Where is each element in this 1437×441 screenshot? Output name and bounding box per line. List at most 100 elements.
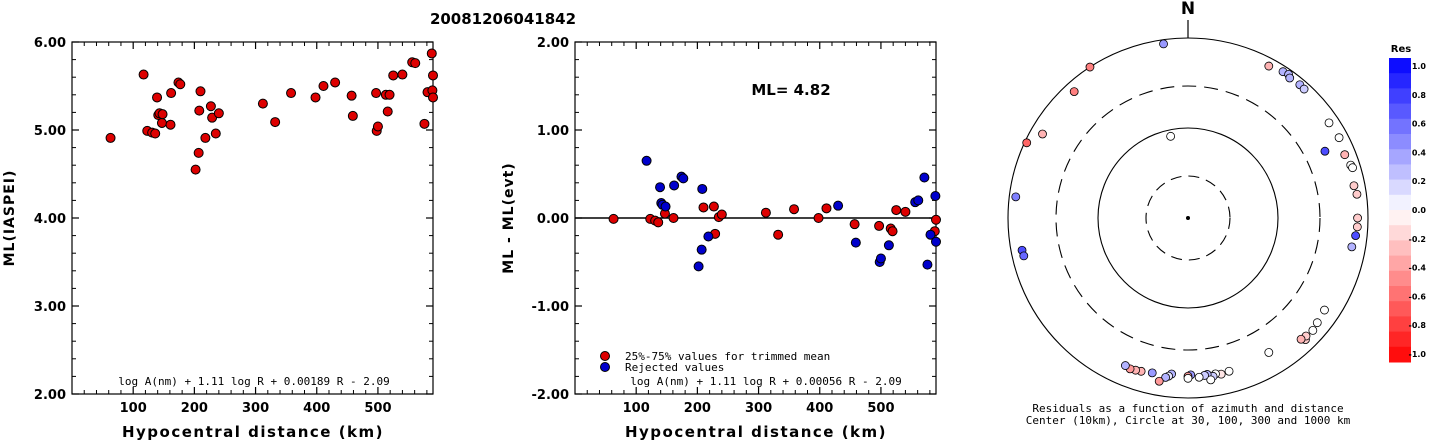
- data-point: [874, 220, 885, 231]
- colorbar-cell: [1389, 286, 1411, 302]
- residual-point: [1161, 372, 1171, 382]
- data-point: [428, 70, 438, 81]
- residual-point: [1206, 375, 1216, 385]
- residual-point: [1264, 348, 1274, 357]
- residual-point: [1320, 305, 1329, 315]
- ml-residual-chart: -2.00 -1.00 0.00 1.00 2.00 100 200 300 400 500 M…: [501, 36, 941, 441]
- x-tick-label: 500: [867, 401, 894, 416]
- data-point: [655, 182, 666, 193]
- data-point: [668, 213, 679, 223]
- residual-point: [1353, 213, 1362, 223]
- residual-point: [1347, 242, 1357, 252]
- colorbar-cell: [1389, 58, 1411, 74]
- y-tick-label: 5.00: [34, 124, 66, 139]
- data-point: [270, 117, 281, 128]
- data-point: [397, 69, 408, 80]
- colorbar-tick-label: -0.4: [1409, 264, 1427, 273]
- x-tick-label: 500: [364, 401, 391, 416]
- data-point: [653, 217, 664, 228]
- data-point: [696, 244, 707, 255]
- data-point: [384, 89, 395, 100]
- formula-label: log A(nm) + 1.11 log R + 0.00056 R - 2.0…: [630, 375, 902, 388]
- data-point: [813, 213, 824, 223]
- colorbar-tick-label: 0.4: [1412, 148, 1427, 157]
- residual-point: [1183, 373, 1193, 383]
- ml-annotation: ML= 4.82: [751, 81, 830, 99]
- residual-point: [1159, 39, 1168, 49]
- data-point: [346, 90, 357, 101]
- data-point: [913, 195, 924, 206]
- data-point: [931, 214, 941, 225]
- data-point: [410, 58, 421, 69]
- data-point: [310, 92, 321, 103]
- data-point: [156, 117, 167, 128]
- legend-label-trimmed: 25%-75% values for trimmed mean: [625, 350, 830, 363]
- colorbar-cell: [1389, 225, 1411, 241]
- data-point: [891, 205, 902, 216]
- data-point: [210, 128, 221, 139]
- residual-point: [1299, 84, 1309, 94]
- figure-title: 20081206041842: [430, 10, 576, 28]
- x-tick-label: 100: [623, 401, 650, 416]
- data-point: [760, 207, 771, 218]
- residual-point: [1011, 192, 1021, 202]
- y-axis-ticks: 2.00 3.00 4.00 5.00 6.00: [34, 36, 433, 403]
- data-point: [105, 132, 116, 143]
- legend-marker-trimmed: [600, 351, 610, 361]
- data-point: [175, 79, 186, 90]
- data-point: [166, 88, 177, 99]
- colorbar-cell: [1389, 194, 1411, 211]
- data-point: [165, 119, 176, 130]
- colorbar-cell: [1389, 103, 1411, 120]
- ring-30km: [1145, 175, 1231, 261]
- data-point: [428, 92, 438, 103]
- data-point: [850, 237, 861, 248]
- residual-point: [1352, 222, 1362, 232]
- data-point: [922, 259, 933, 270]
- x-axis-label: Hypocentral distance (km): [122, 423, 384, 441]
- x-tick-label: 300: [745, 401, 772, 416]
- data-point: [213, 108, 224, 119]
- residual-point: [1019, 251, 1029, 261]
- y-tick-label: -2.00: [532, 388, 569, 403]
- data-points: [105, 48, 438, 175]
- x-tick-label: 300: [242, 401, 269, 416]
- residual-point: [1147, 368, 1157, 378]
- data-point: [371, 88, 382, 99]
- data-point: [693, 261, 704, 272]
- data-point: [152, 92, 163, 103]
- data-point: [660, 201, 671, 212]
- data-point: [931, 236, 941, 247]
- residual-point: [1285, 73, 1295, 83]
- data-point: [194, 105, 205, 116]
- caption-line-1: Residuals as a function of azimuth and d…: [1032, 402, 1343, 415]
- residual-point: [1308, 326, 1318, 335]
- residual-point: [1296, 334, 1306, 344]
- residual-point: [1351, 231, 1361, 241]
- center-point: [1186, 216, 1190, 220]
- colorbar-cell: [1389, 164, 1411, 181]
- y-tick-label: 6.00: [34, 36, 66, 51]
- data-point: [833, 200, 844, 211]
- ml-iaspei-chart: 2.00 3.00 4.00 5.00 6.00 100 200 300 400 500 ML(…: [2, 36, 438, 441]
- x-axis-ticks: 100 200 300 400 500: [586, 42, 931, 416]
- colorbar-tick-label: -1.0: [1409, 350, 1427, 359]
- data-point: [669, 180, 680, 191]
- residual-point: [1340, 150, 1350, 160]
- data-point: [205, 101, 216, 112]
- data-point: [698, 202, 709, 213]
- colorbar-cell: [1389, 210, 1411, 226]
- colorbar-cell: [1389, 316, 1411, 333]
- x-axis-ticks: 100 200 300 400 500: [83, 42, 428, 416]
- colorbar-cell: [1389, 270, 1411, 287]
- data-point: [257, 98, 268, 109]
- data-point: [608, 213, 619, 224]
- colorbar-tick-label: 0.0: [1412, 206, 1427, 215]
- y-axis-ticks: -2.00 -1.00 0.00 1.00 2.00: [532, 36, 936, 403]
- formula-label: log A(nm) + 1.11 log R + 0.00189 R - 2.0…: [118, 375, 390, 388]
- colorbar-cell: [1389, 240, 1411, 257]
- colorbar: Res 1.0 0.8 0.6 0.4 0.2 0.0 -0.2 -0.4 -0.6 -0.8 -1…: [1389, 44, 1426, 363]
- data-point: [150, 128, 161, 139]
- legend-label-rejected: Rejected values: [625, 361, 724, 374]
- y-tick-label: 2.00: [537, 36, 569, 51]
